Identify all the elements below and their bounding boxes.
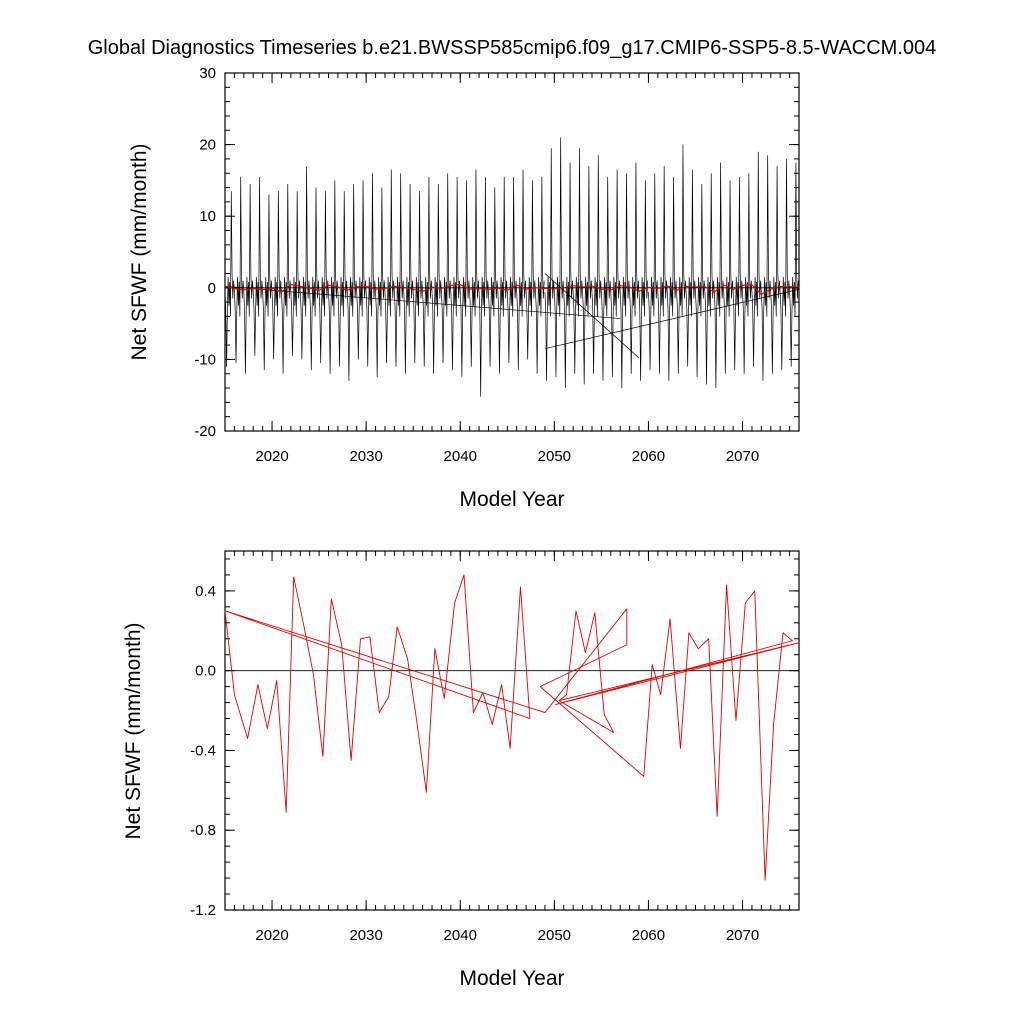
y-tick-label: 0 [208,280,216,297]
series-line-monthly [648,144,799,389]
y-tick-label: -20 [194,423,216,440]
x-tick-label: 2020 [255,448,288,465]
y-axis-title: Net SFWF (mm/month) [128,143,151,360]
y-tick-label: 30 [199,65,216,82]
annual-panel: 2020 2030 2040 2050 2060 2070 -1.2 -0.8 -0.4 0.0 0… [122,550,800,990]
monthly-panel: 2020 2030 2040 2050 2060 2070-20-100102030Mod… [128,65,800,511]
x-tick-label: 2060 [632,448,665,465]
series-connector-monthly [224,286,621,319]
y-tick-label: -10 [194,351,216,368]
y-tick-label: 10 [199,208,216,225]
series-line-annual [224,284,800,295]
y-tick-label: -1.2 [190,902,216,919]
y-axis-title: Net SFWF (mm/month) [122,622,145,839]
chart-title: Global Diagnostics Timeseries b.e21.BWSS… [87,37,937,59]
x-tick-label: 2040 [444,448,477,465]
plot-frame [224,72,800,432]
x-tick-label: 2030 [349,448,382,465]
series-line-monthly [544,137,649,389]
x-axis-title: Model Year [459,967,564,990]
series-line-monthly [224,166,545,397]
x-tick-label: 2060 [632,927,665,944]
y-tick-label: 0.4 [195,583,216,600]
x-tick-label: 2020 [255,927,288,944]
x-tick-label: 2050 [538,448,571,465]
x-tick-label: 2030 [349,927,382,944]
x-tick-label: 2040 [444,927,477,944]
y-tick-label: 0.0 [195,663,216,680]
plot-frame [224,550,800,911]
series-connector-monthly [544,288,800,350]
x-tick-label: 2050 [538,927,571,944]
x-axis-title: Model Year [459,488,564,511]
series-connector-monthly [544,273,640,359]
y-tick-label: -0.8 [190,822,216,839]
y-tick-label: -0.4 [190,742,216,759]
x-tick-label: 2070 [726,448,759,465]
series-line-annual [224,574,800,881]
y-tick-label: 20 [199,137,216,154]
x-tick-label: 2070 [726,927,759,944]
